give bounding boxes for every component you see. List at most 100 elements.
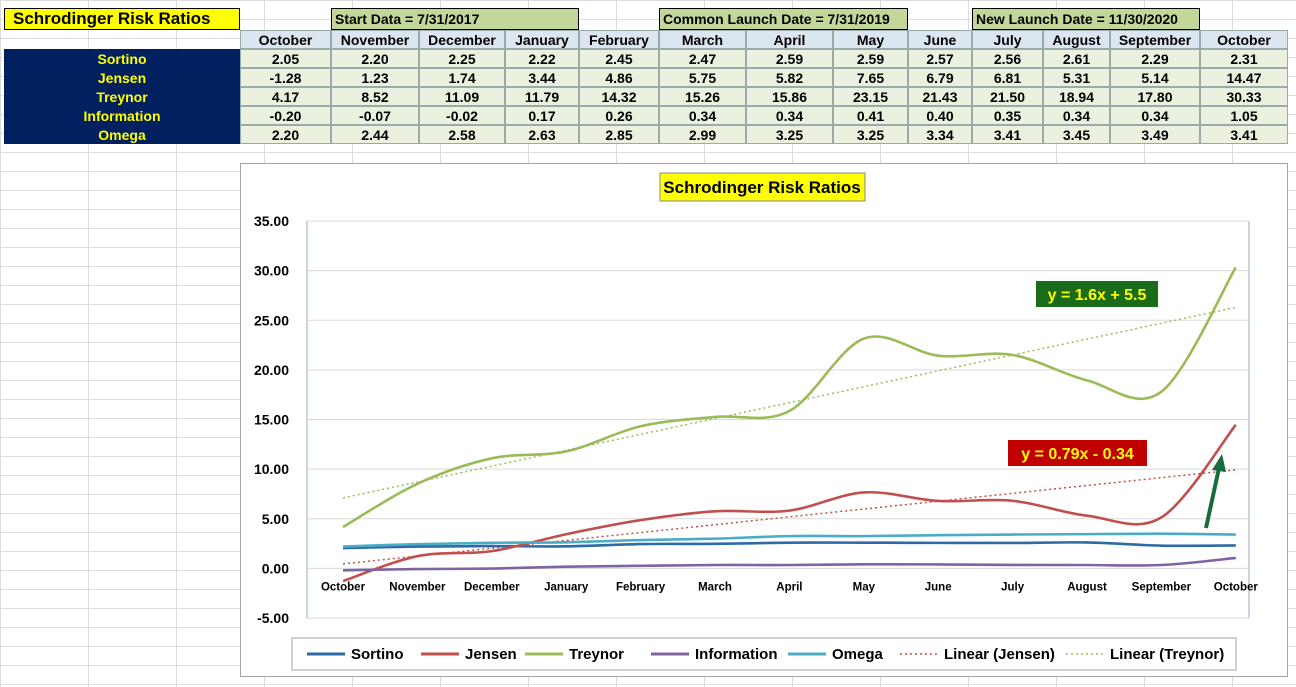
start-date-cell[interactable]: Start Data = 7/31/2017 — [331, 8, 579, 30]
cell-omega-12[interactable]: 3.41 — [1200, 125, 1288, 144]
cell-sortino-9[interactable]: 2.56 — [972, 49, 1043, 68]
cell-jensen-3[interactable]: 3.44 — [505, 68, 579, 87]
row-label-jensen[interactable]: Jensen — [4, 68, 240, 87]
cell-information-11[interactable]: 0.34 — [1110, 106, 1200, 125]
cell-sortino-11[interactable]: 2.29 — [1110, 49, 1200, 68]
cell-treynor-5[interactable]: 15.26 — [659, 87, 746, 106]
legend-item-3[interactable]: Information — [695, 646, 778, 663]
legend-item-4[interactable]: Omega — [832, 646, 884, 663]
cell-jensen-6[interactable]: 5.82 — [746, 68, 833, 87]
cell-information-12[interactable]: 1.05 — [1200, 106, 1288, 125]
cell-omega-10[interactable]: 3.45 — [1043, 125, 1110, 144]
chart-area[interactable]: -5.00 0.00 5.00 10.00 15.00 20.00 25.00 30.00 35… — [240, 163, 1288, 677]
cell-jensen-9[interactable]: 6.81 — [972, 68, 1043, 87]
cell-sortino-3[interactable]: 2.22 — [505, 49, 579, 68]
cell-omega-6[interactable]: 3.25 — [746, 125, 833, 144]
header-month-10[interactable]: August — [1043, 30, 1110, 49]
cell-treynor-1[interactable]: 8.52 — [331, 87, 419, 106]
cell-jensen-2[interactable]: 1.74 — [419, 68, 505, 87]
x-tick-label: February — [616, 581, 666, 593]
header-month-3[interactable]: January — [505, 30, 579, 49]
row-label-sortino[interactable]: Sortino — [4, 49, 240, 68]
cell-jensen-1[interactable]: 1.23 — [331, 68, 419, 87]
cell-sortino-2[interactable]: 2.25 — [419, 49, 505, 68]
cell-treynor-6[interactable]: 15.86 — [746, 87, 833, 106]
cell-treynor-0[interactable]: 4.17 — [240, 87, 331, 106]
cell-information-8[interactable]: 0.40 — [908, 106, 972, 125]
legend-item-1[interactable]: Jensen — [465, 646, 517, 663]
cell-treynor-9[interactable]: 21.50 — [972, 87, 1043, 106]
sheet-title[interactable]: Schrodinger Risk Ratios — [4, 8, 240, 30]
cell-information-10[interactable]: 0.34 — [1043, 106, 1110, 125]
header-month-9[interactable]: July — [972, 30, 1043, 49]
header-month-8[interactable]: June — [908, 30, 972, 49]
legend-item-2[interactable]: Treynor — [569, 646, 624, 663]
cell-jensen-12[interactable]: 14.47 — [1200, 68, 1288, 87]
cell-treynor-2[interactable]: 11.09 — [419, 87, 505, 106]
row-label-treynor[interactable]: Treynor — [4, 87, 240, 106]
cell-sortino-1[interactable]: 2.20 — [331, 49, 419, 68]
series-line-omega — [342, 532, 1236, 548]
cell-jensen-4[interactable]: 4.86 — [579, 68, 659, 87]
header-month-4[interactable]: February — [579, 30, 659, 49]
cell-treynor-3[interactable]: 11.79 — [505, 87, 579, 106]
cell-information-6[interactable]: 0.34 — [746, 106, 833, 125]
row-label-information[interactable]: Information — [4, 106, 240, 125]
new-launch-date-cell[interactable]: New Launch Date = 11/30/2020 — [972, 8, 1200, 30]
legend-item-6[interactable]: Linear (Treynor) — [1110, 646, 1224, 663]
cell-omega-1[interactable]: 2.44 — [331, 125, 419, 144]
header-month-5[interactable]: March — [659, 30, 746, 49]
cell-information-0[interactable]: -0.20 — [240, 106, 331, 125]
cell-sortino-12[interactable]: 2.31 — [1200, 49, 1288, 68]
cell-jensen-8[interactable]: 6.79 — [908, 68, 972, 87]
cell-information-7[interactable]: 0.41 — [833, 106, 908, 125]
cell-omega-8[interactable]: 3.34 — [908, 125, 972, 144]
cell-jensen-10[interactable]: 5.31 — [1043, 68, 1110, 87]
header-month-7[interactable]: May — [833, 30, 908, 49]
legend-item-5[interactable]: Linear (Jensen) — [944, 646, 1055, 663]
header-month-11[interactable]: September — [1110, 30, 1200, 49]
header-month-0[interactable]: October — [240, 30, 331, 49]
cell-sortino-10[interactable]: 2.61 — [1043, 49, 1110, 68]
cell-jensen-7[interactable]: 7.65 — [833, 68, 908, 87]
cell-information-1[interactable]: -0.07 — [331, 106, 419, 125]
cell-sortino-8[interactable]: 2.57 — [908, 49, 972, 68]
cell-information-9[interactable]: 0.35 — [972, 106, 1043, 125]
cell-omega-4[interactable]: 2.85 — [579, 125, 659, 144]
cell-sortino-4[interactable]: 2.45 — [579, 49, 659, 68]
chart-title-box[interactable]: Schrodinger Risk Ratios — [659, 172, 866, 202]
cell-omega-11[interactable]: 3.49 — [1110, 125, 1200, 144]
cell-sortino-0[interactable]: 2.05 — [240, 49, 331, 68]
cell-omega-9[interactable]: 3.41 — [972, 125, 1043, 144]
cell-information-4[interactable]: 0.26 — [579, 106, 659, 125]
chart-legend[interactable]: Sortino Jensen Treynor Information Omega Line… — [291, 637, 1237, 671]
cell-treynor-8[interactable]: 21.43 — [908, 87, 972, 106]
cell-treynor-12[interactable]: 30.33 — [1200, 87, 1288, 106]
cell-information-3[interactable]: 0.17 — [505, 106, 579, 125]
cell-omega-3[interactable]: 2.63 — [505, 125, 579, 144]
cell-omega-2[interactable]: 2.58 — [419, 125, 505, 144]
cell-omega-5[interactable]: 2.99 — [659, 125, 746, 144]
cell-information-5[interactable]: 0.34 — [659, 106, 746, 125]
common-launch-date-cell[interactable]: Common Launch Date = 7/31/2019 — [659, 8, 908, 30]
x-tick-label: April — [776, 581, 802, 593]
header-month-1[interactable]: November — [331, 30, 419, 49]
cell-treynor-10[interactable]: 18.94 — [1043, 87, 1110, 106]
cell-sortino-7[interactable]: 2.59 — [833, 49, 908, 68]
cell-omega-0[interactable]: 2.20 — [240, 125, 331, 144]
cell-omega-7[interactable]: 3.25 — [833, 125, 908, 144]
header-month-2[interactable]: December — [419, 30, 505, 49]
cell-jensen-5[interactable]: 5.75 — [659, 68, 746, 87]
row-label-omega[interactable]: Omega — [4, 125, 240, 144]
cell-treynor-4[interactable]: 14.32 — [579, 87, 659, 106]
cell-jensen-0[interactable]: -1.28 — [240, 68, 331, 87]
cell-sortino-5[interactable]: 2.47 — [659, 49, 746, 68]
cell-treynor-11[interactable]: 17.80 — [1110, 87, 1200, 106]
header-month-12[interactable]: October — [1200, 30, 1288, 49]
cell-jensen-11[interactable]: 5.14 — [1110, 68, 1200, 87]
cell-information-2[interactable]: -0.02 — [419, 106, 505, 125]
legend-item-0[interactable]: Sortino — [351, 646, 404, 663]
header-month-6[interactable]: April — [746, 30, 833, 49]
cell-treynor-7[interactable]: 23.15 — [833, 87, 908, 106]
cell-sortino-6[interactable]: 2.59 — [746, 49, 833, 68]
